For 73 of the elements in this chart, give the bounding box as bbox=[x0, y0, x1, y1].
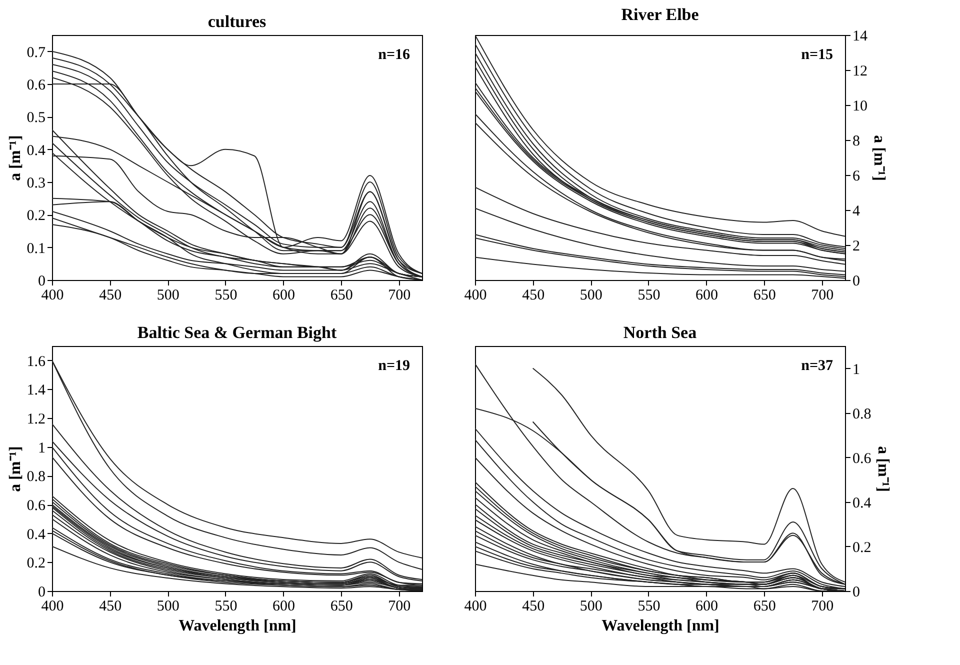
x-tick-label: 650 bbox=[753, 288, 776, 304]
y-axis-title: a [m⁻¹] bbox=[6, 446, 24, 492]
x-tick-label: 650 bbox=[330, 288, 353, 304]
x-tick-label: 600 bbox=[696, 598, 718, 614]
y2-tick-label: 8 bbox=[852, 134, 860, 150]
y2-tick-label: 14 bbox=[852, 28, 868, 44]
chart-title: River Elbe bbox=[621, 5, 700, 24]
y-tick-label: 0 bbox=[38, 274, 46, 290]
y-tick-label: 0 bbox=[38, 584, 46, 600]
x-tick-label: 650 bbox=[330, 598, 353, 614]
y2-tick-label: 0.8 bbox=[852, 406, 872, 422]
y-tick-label: 0.2 bbox=[26, 208, 46, 224]
y2-tick-label: 12 bbox=[852, 64, 868, 80]
y-tick-label: 0.6 bbox=[26, 78, 46, 94]
chart-title: cultures bbox=[208, 12, 266, 31]
y2-tick-label: 0 bbox=[852, 584, 860, 600]
x-tick-label: 400 bbox=[464, 288, 487, 304]
y-tick-label: 0.4 bbox=[26, 142, 46, 159]
y-tick-label: 0.6 bbox=[26, 498, 46, 514]
y-tick-label: 0.8 bbox=[26, 469, 46, 486]
x-tick-label: 400 bbox=[464, 598, 487, 614]
x-tick-label: 500 bbox=[580, 288, 602, 304]
x-tick-label: 450 bbox=[522, 598, 545, 614]
x-tick-label: 600 bbox=[696, 288, 718, 304]
y-axis-title: a [m⁻¹] bbox=[6, 135, 24, 181]
annotation: n=19 bbox=[378, 358, 410, 374]
y-tick-label: 0.7 bbox=[26, 44, 46, 61]
y2-tick-label: 0.4 bbox=[852, 495, 872, 512]
y2-tick-label: 0 bbox=[852, 274, 860, 290]
y2-tick-label: 0.6 bbox=[852, 450, 872, 467]
chart-title: North Sea bbox=[623, 323, 698, 342]
y-tick-label: 0.3 bbox=[26, 176, 46, 192]
annotation: n=15 bbox=[801, 47, 833, 63]
y2-tick-label: 10 bbox=[852, 98, 868, 114]
x-tick-label: 400 bbox=[41, 598, 64, 614]
x-tick-label: 400 bbox=[41, 288, 64, 304]
x-tick-label: 600 bbox=[272, 288, 295, 304]
chart-title: Baltic Sea & German Bight bbox=[137, 323, 337, 342]
y-tick-label: 0.1 bbox=[26, 240, 46, 257]
y2-tick-label: 4 bbox=[852, 204, 860, 220]
annotation: n=16 bbox=[378, 47, 410, 63]
y-tick-label: 1.2 bbox=[26, 412, 46, 428]
y-tick-label: 0.2 bbox=[26, 556, 46, 572]
y2-tick-label: 2 bbox=[852, 238, 860, 254]
x-axis-title: Wavelength [nm] bbox=[178, 618, 296, 634]
x-axis-title: Wavelength [nm] bbox=[602, 618, 720, 634]
x-tick-label: 500 bbox=[156, 288, 180, 304]
x-tick-label: 700 bbox=[811, 598, 834, 614]
x-tick-label: 450 bbox=[99, 288, 122, 304]
x-tick-label: 450 bbox=[522, 288, 545, 304]
x-tick-label: 550 bbox=[638, 288, 660, 304]
x-tick-label: 700 bbox=[388, 598, 411, 614]
y2-axis-title: a [m⁻¹] bbox=[870, 135, 888, 181]
y-tick-label: 0.5 bbox=[26, 110, 46, 126]
y2-tick-label: 6 bbox=[852, 168, 860, 184]
x-tick-label: 700 bbox=[388, 288, 411, 304]
y-tick-label: 1.4 bbox=[26, 382, 46, 399]
x-tick-label: 500 bbox=[580, 598, 602, 614]
y-tick-label: 1 bbox=[38, 440, 46, 456]
y-tick-label: 0.4 bbox=[26, 526, 46, 543]
annotation: n=37 bbox=[801, 358, 834, 374]
x-tick-label: 700 bbox=[811, 288, 834, 304]
x-tick-label: 450 bbox=[99, 598, 122, 614]
x-tick-label: 600 bbox=[272, 598, 295, 614]
y2-tick-label: 1 bbox=[852, 362, 860, 378]
x-tick-label: 550 bbox=[214, 598, 238, 614]
y-tick-label: 1.6 bbox=[26, 354, 46, 370]
x-tick-label: 550 bbox=[638, 598, 660, 614]
x-tick-label: 650 bbox=[753, 598, 776, 614]
x-tick-label: 500 bbox=[156, 598, 180, 614]
y2-tick-label: 0.2 bbox=[852, 540, 872, 556]
y2-axis-title: a [m⁻¹] bbox=[874, 446, 892, 492]
x-tick-label: 550 bbox=[214, 288, 238, 304]
